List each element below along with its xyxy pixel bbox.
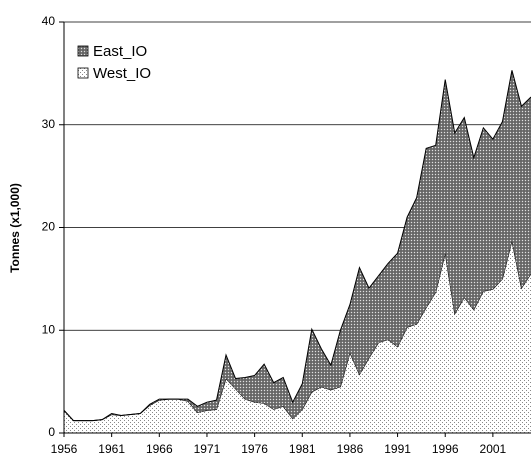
y-tick-label: 40 <box>42 14 56 28</box>
area-fill <box>64 70 531 421</box>
y-tick-label: 0 <box>48 425 55 439</box>
x-tick-label: 1981 <box>289 442 316 456</box>
x-tick-label: 2001 <box>480 442 507 456</box>
y-axis-label: Tonnes (x1,000) <box>8 183 22 273</box>
legend-label: West_IO <box>93 65 151 82</box>
legend-swatch <box>77 45 89 57</box>
x-tick-label: 1956 <box>51 442 78 456</box>
x-tick-label: 1966 <box>146 442 173 456</box>
x-tick-label: 1991 <box>384 442 411 456</box>
area-edge <box>63 70 531 422</box>
x-tick-label: 1986 <box>337 442 364 456</box>
x-tick-label: 1961 <box>98 442 125 456</box>
y-tick-label: 10 <box>42 322 56 336</box>
y-tick-label: 30 <box>42 117 56 131</box>
x-tick-label: 1971 <box>194 442 221 456</box>
x-tick-label: 1976 <box>241 442 268 456</box>
y-tick-label: 20 <box>42 220 56 234</box>
area-fill <box>64 240 531 433</box>
legend-label: East_IO <box>93 43 147 60</box>
legend-swatch <box>77 67 89 79</box>
x-tick-label: 1996 <box>432 442 459 456</box>
